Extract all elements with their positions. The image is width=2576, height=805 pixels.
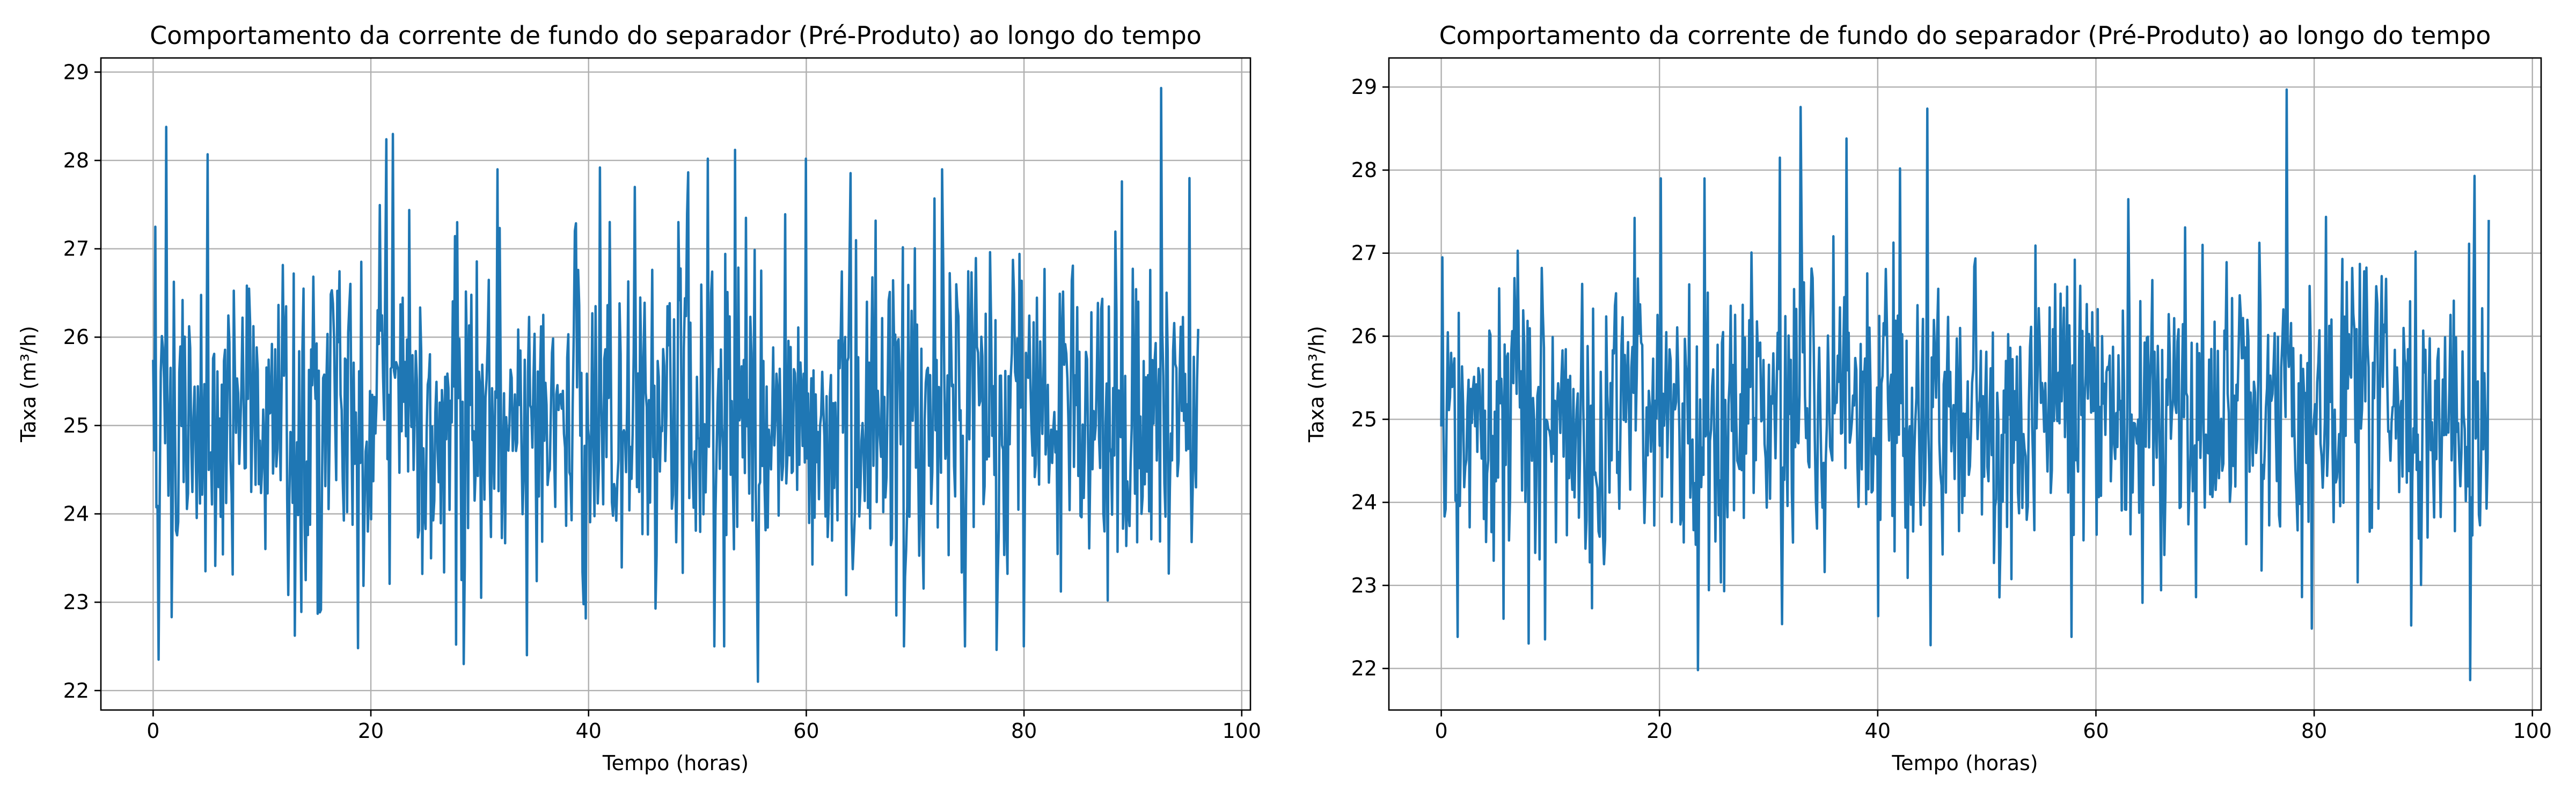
series-line xyxy=(1440,88,2490,682)
y-tick-label: 23 xyxy=(1351,574,1377,597)
y-tick-label: 28 xyxy=(63,149,89,172)
y-tick-label: 22 xyxy=(63,679,89,702)
chart-1: 0 20 40 60 80 100 22 23 24 25 26 27 28 29 Comportament… xyxy=(17,21,1261,775)
x-tick-label: 20 xyxy=(1646,719,1672,743)
y-tick-label: 25 xyxy=(63,414,89,437)
x-tick-label: 0 xyxy=(1435,719,1447,743)
y-tick-label: 23 xyxy=(63,590,89,614)
axes-frame xyxy=(100,57,1252,711)
y-tick-label: 27 xyxy=(1351,241,1377,265)
y-axis-label: Taxa (m³/h) xyxy=(17,326,40,443)
y-tick-label: 24 xyxy=(63,502,89,526)
x-tick-label: 60 xyxy=(2083,719,2109,743)
x-tick-label: 0 xyxy=(147,719,159,743)
x-tick-label: 100 xyxy=(1223,719,1262,743)
y-tick-label: 22 xyxy=(1351,657,1377,680)
axes-frame xyxy=(1388,57,2542,711)
chart-2: 0 20 40 60 80 100 22 23 24 25 26 27 28 29 Comportament… xyxy=(1305,21,2552,775)
y-tick-label: 25 xyxy=(1351,407,1377,431)
x-axis-label: Tempo (horas) xyxy=(602,751,749,775)
y-tick-label: 27 xyxy=(63,237,89,261)
chart-title: Comportamento da corrente de fundo do se… xyxy=(1439,21,2491,50)
x-tick-label: 80 xyxy=(2301,719,2327,743)
y-tick-label: 24 xyxy=(1351,491,1377,514)
y-tick-label: 29 xyxy=(63,60,89,84)
y-tick-label: 28 xyxy=(1351,158,1377,182)
x-axis-label: Tempo (horas) xyxy=(1891,751,2038,775)
x-tick-label: 20 xyxy=(358,719,384,743)
y-tick-label: 26 xyxy=(1351,325,1377,348)
y-tick-label: 26 xyxy=(63,325,89,349)
x-tick-label: 40 xyxy=(1865,719,1891,743)
y-axis-label: Taxa (m³/h) xyxy=(1305,326,1328,443)
x-tick-label: 60 xyxy=(793,719,819,743)
x-tick-label: 40 xyxy=(576,719,602,743)
series-line xyxy=(152,86,1199,683)
chart-title: Comportamento da corrente de fundo do se… xyxy=(150,21,1202,50)
x-tick-label: 100 xyxy=(2513,719,2552,743)
x-tick-label: 80 xyxy=(1011,719,1037,743)
y-tick-label: 29 xyxy=(1351,75,1377,99)
